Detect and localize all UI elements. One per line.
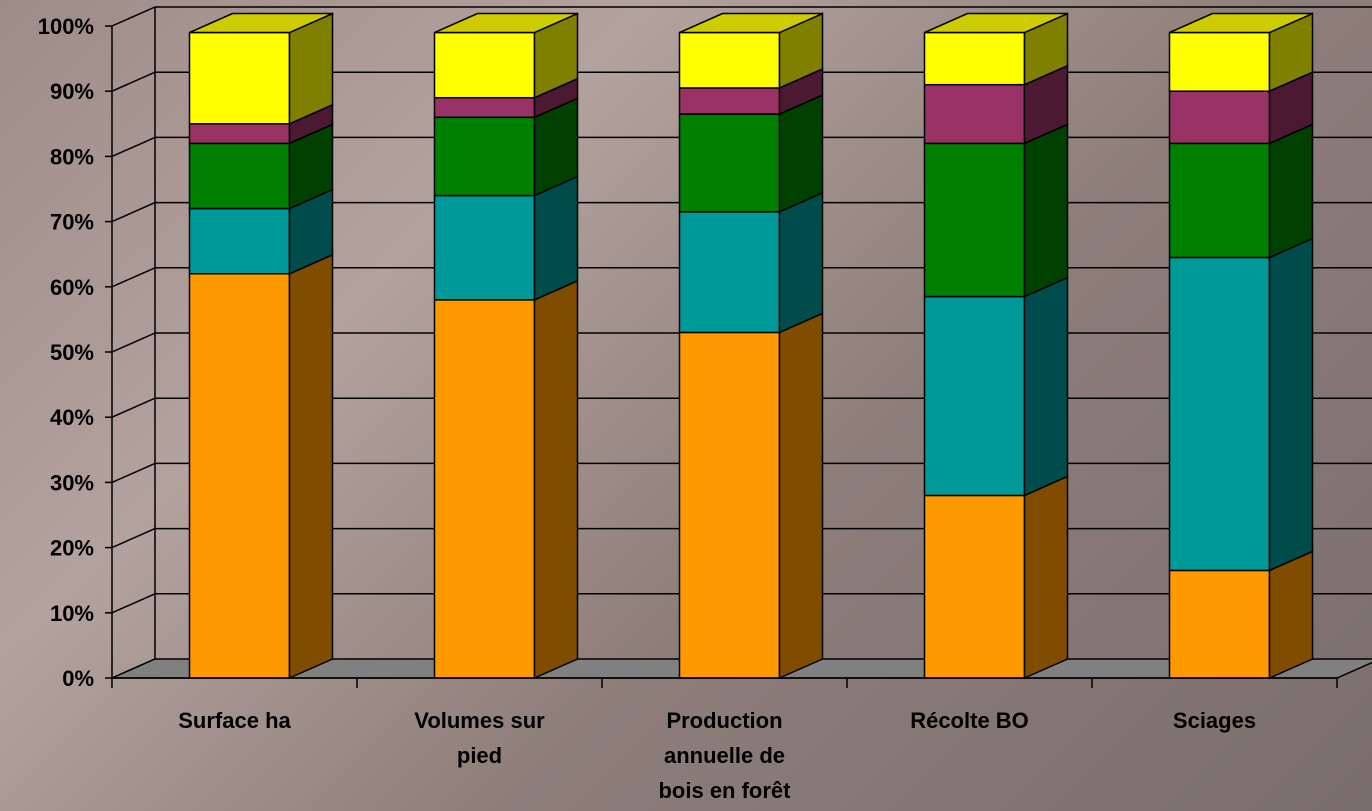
bar-segment-side [1023, 475, 1069, 680]
bar-stack [433, 12, 579, 680]
category-label-line: pied [457, 743, 502, 768]
bar-segment-front [188, 142, 291, 210]
category-label-line: Récolte BO [910, 708, 1029, 733]
bar-segment-side [288, 253, 334, 680]
axes [105, 25, 1338, 688]
bar-segment-side [533, 175, 579, 301]
bar-top [434, 12, 578, 34]
category-label-line: bois en forêt [658, 778, 791, 803]
y-tick-label: 40% [50, 405, 94, 430]
side-gridline [111, 332, 156, 353]
y-tick-label: 100% [38, 14, 94, 39]
bar-segment-front [678, 331, 781, 679]
category-label-line: annuelle de [664, 743, 785, 768]
bar-segment-front [1168, 90, 1271, 145]
bar-segment-front [678, 87, 781, 115]
bar-segment-side [1268, 550, 1314, 680]
side-gridline [111, 71, 156, 92]
y-tick-labels: 0% 10% 20% 30% 40% 50% 60% 70% 80% 90% 100% [38, 14, 94, 691]
bar-segment-front [923, 83, 1026, 145]
bar-segment-front [433, 96, 536, 119]
bar-segment-front [923, 142, 1026, 298]
bar-segment-side [778, 191, 824, 334]
bar-top [189, 12, 333, 34]
bar-segment-side [1268, 123, 1314, 259]
bar-segment-front [433, 31, 536, 99]
bar-stack [923, 12, 1069, 680]
category-label: Production annuelle de bois en forêt [658, 708, 791, 803]
y-tick-label: 0% [62, 666, 94, 691]
category-label: Récolte BO [910, 708, 1029, 733]
category-label: Surface ha [178, 708, 291, 733]
bar-top [679, 12, 823, 34]
category-label: Sciages [1173, 708, 1256, 733]
bar-segment-front [188, 31, 291, 125]
bar-segment-side [1023, 123, 1069, 298]
y-tick-label: 70% [50, 210, 94, 235]
side-gridline [111, 397, 156, 418]
bar-segment-front [433, 299, 536, 679]
category-label-line: Surface ha [178, 708, 291, 733]
bar-segment-front [433, 116, 536, 197]
bar-segment-side [1268, 237, 1314, 572]
bar-segment-front [433, 194, 536, 301]
bars [188, 12, 1314, 680]
side-gridline [111, 593, 156, 614]
side-gridline [111, 136, 156, 158]
bar-segment-front [678, 211, 781, 334]
side-gridline [111, 6, 156, 27]
y-tick-label: 10% [50, 601, 94, 626]
bar-stack [678, 12, 824, 680]
y-tick-label: 50% [50, 340, 94, 365]
bar-segment-front [188, 123, 291, 145]
bar-stack [1168, 12, 1314, 680]
category-labels: Surface ha Volumes sur pied Production annue… [178, 708, 1256, 803]
category-label-line: Volumes sur [414, 708, 545, 733]
bar-segment-side [778, 312, 824, 680]
y-tick-label: 80% [50, 144, 94, 169]
bar-segment-front [188, 273, 291, 679]
category-label: Volumes sur pied [414, 708, 545, 768]
bar-segment-front [1168, 31, 1271, 92]
category-label-line: Sciages [1173, 708, 1256, 733]
y-tick-label: 60% [50, 275, 94, 300]
bar-stack [188, 12, 334, 680]
side-gridline [111, 462, 156, 484]
side-gridline [111, 527, 156, 549]
y-tick-label: 20% [50, 536, 94, 561]
bar-segment-side [533, 279, 579, 680]
bar-top [924, 12, 1068, 34]
category-label-line: Production [666, 708, 782, 733]
bar-top [1169, 12, 1313, 34]
bar-segment-front [923, 31, 1026, 86]
y-tick-label: 90% [50, 79, 94, 104]
bar-segment-side [1023, 276, 1069, 497]
bar-segment-front [923, 494, 1026, 679]
bar-segment-front [188, 207, 291, 275]
bar-segment-front [1168, 142, 1271, 259]
bar-segment-front [678, 31, 781, 89]
side-gridline [111, 201, 156, 223]
bar-segment-front [1168, 256, 1271, 572]
bar-segment-front [678, 113, 781, 213]
bar-segment-side [778, 93, 824, 213]
bar-segment-front [1168, 569, 1271, 679]
bar-segment-front [923, 295, 1026, 497]
side-gridline [111, 267, 156, 288]
y-tick-label: 30% [50, 470, 94, 495]
